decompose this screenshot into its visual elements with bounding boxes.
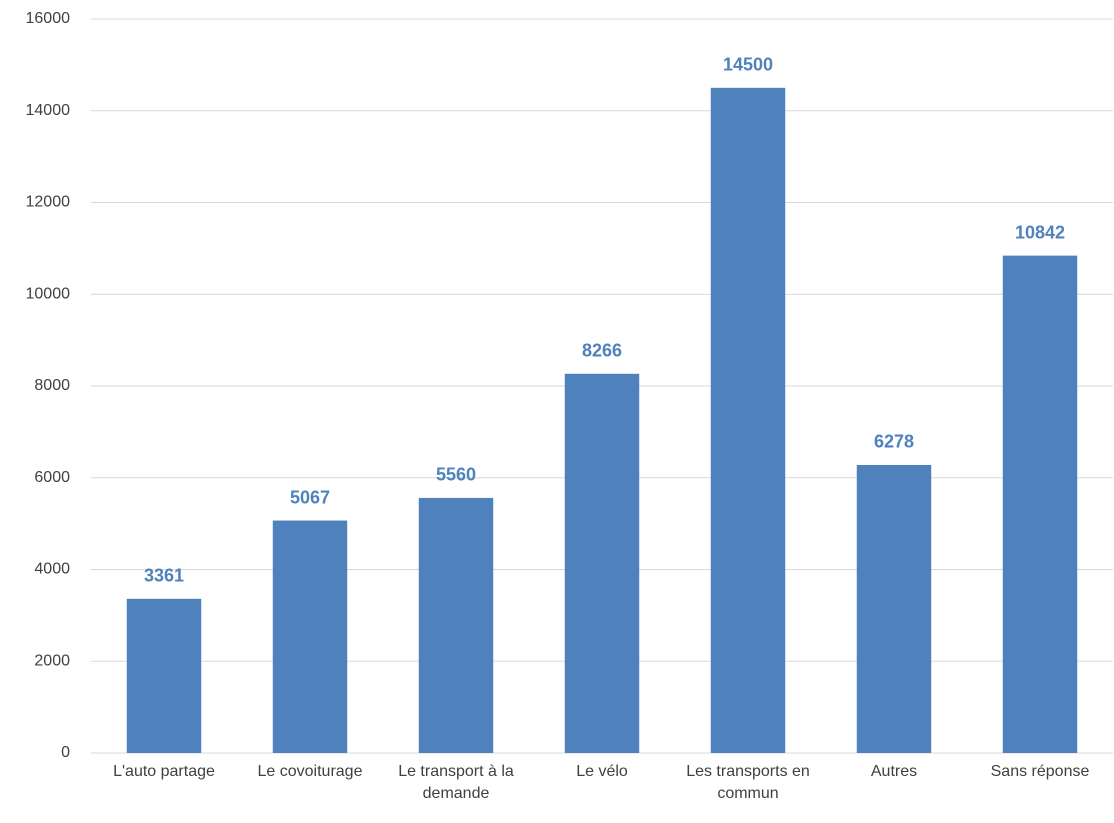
x-tick-label: Le covoiturage [257,763,363,780]
bar [272,520,348,753]
y-tick-label: 4000 [34,561,70,578]
x-tick-label: Le vélo [576,763,628,780]
data-label: 6278 [874,432,914,452]
x-tick-label: Sans réponse [990,763,1090,780]
data-label: 5067 [290,487,330,507]
bar [856,464,932,753]
bar [710,87,786,753]
y-tick-label: 0 [61,744,70,761]
data-label: 8266 [582,341,622,361]
y-tick-label: 14000 [26,102,71,119]
bar [418,497,494,753]
bar [564,373,640,753]
x-tick-label: Le transport à la demande [398,763,514,802]
data-label: 3361 [144,566,184,586]
data-label: 10842 [1015,222,1065,242]
x-tick-label: L'auto partage [113,763,215,780]
bar [126,598,202,753]
y-tick-label: 6000 [34,469,70,486]
bar [1002,255,1078,754]
y-tick-label: 2000 [34,652,70,669]
y-tick-label: 10000 [26,285,71,302]
y-tick-label: 12000 [26,194,71,211]
x-tick-label: Les transports en commun [686,763,810,802]
data-label: 5560 [436,465,476,485]
y-tick-label: 16000 [26,10,71,27]
data-label: 14500 [723,55,773,75]
y-tick-label: 8000 [34,377,70,394]
x-tick-label: Autres [870,763,918,780]
